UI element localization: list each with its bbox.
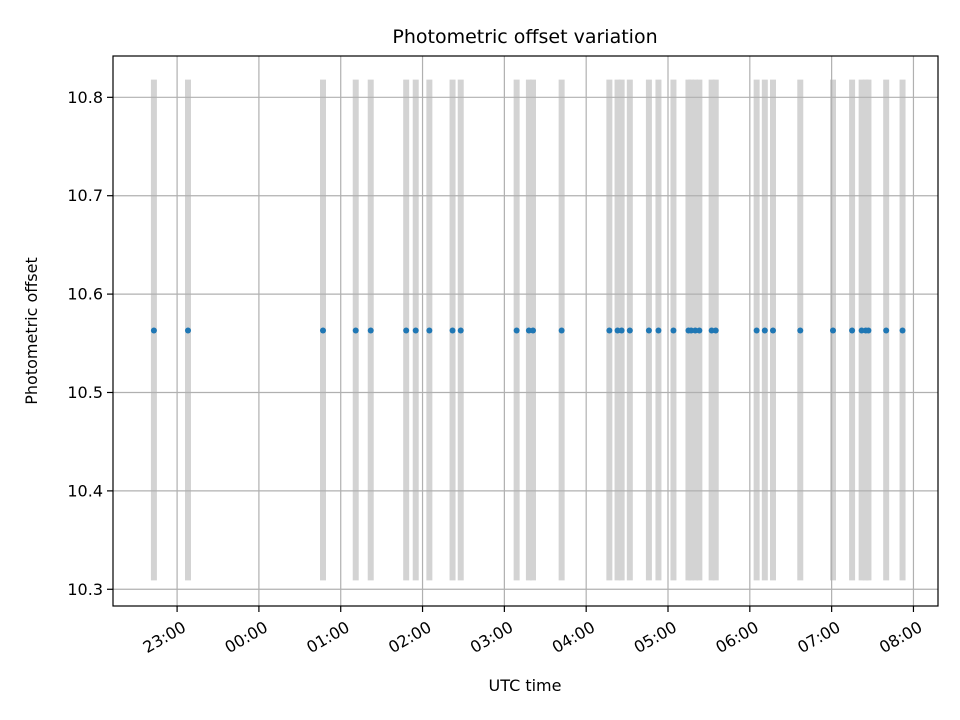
data-point [558,327,565,334]
data-point [449,327,456,334]
y-tick-label: 10.7 [67,186,103,205]
plot-frame [112,55,939,607]
data-point [645,327,652,334]
data-point [150,327,157,334]
data-point [606,327,613,334]
data-point [457,327,464,334]
y-tick-label: 10.4 [67,481,103,500]
chart-title: Photometric offset variation [392,26,657,48]
y-tick-label: 10.6 [67,285,103,304]
data-point [849,327,856,334]
y-tick-label: 10.3 [67,580,103,599]
data-point [899,327,906,334]
data-point [426,327,433,334]
data-point [403,327,410,334]
y-axis-ticks: 10.3 10.4 10.5 10.6 10.7 10.8 [67,88,113,599]
y-tick-label: 10.5 [67,383,103,402]
data-point [655,327,662,334]
data-point [320,327,326,334]
y-axis-label: Photometric offset [22,257,41,405]
grid-lines [113,56,938,606]
data-point [830,327,836,334]
data-point [761,327,768,334]
data-point [618,327,625,334]
data-point [712,327,719,334]
data-point [626,327,633,334]
data-point [797,327,804,334]
y-tick-label: 10.8 [67,88,103,107]
data-point [670,327,677,334]
data-point [883,327,890,334]
data-point [753,327,760,334]
data-point [367,327,374,334]
x-axis-label: UTC time [489,676,562,695]
data-point [530,327,536,334]
data-point [513,327,520,334]
data-point [352,327,359,334]
data-point [185,327,191,334]
data-point [696,327,703,334]
data-points [150,327,906,334]
data-point [770,327,776,334]
data-point [865,327,872,334]
data-point [412,327,419,334]
